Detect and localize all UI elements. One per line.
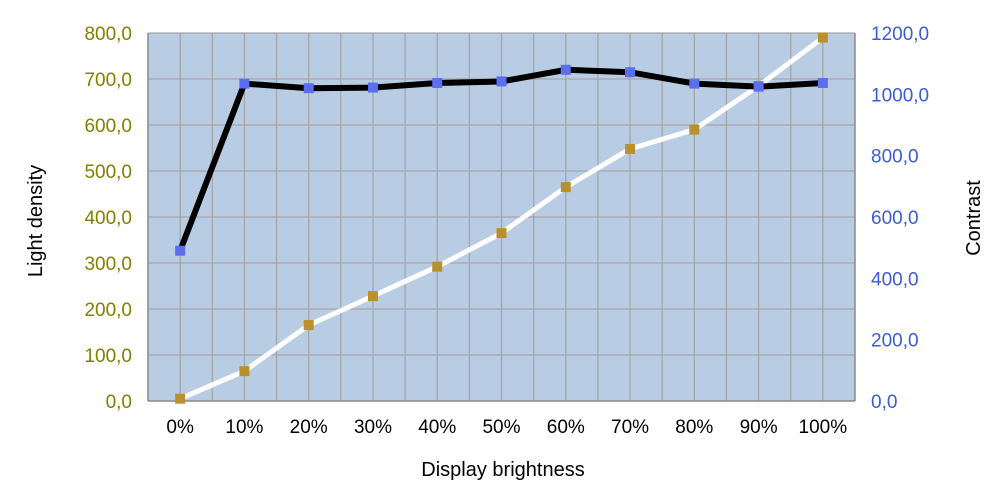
data-point-left-axis bbox=[560, 182, 571, 193]
left-tick-label: 0,0 bbox=[106, 392, 132, 413]
x-tick-label: 100% bbox=[799, 417, 848, 438]
x-tick-label: 90% bbox=[740, 417, 778, 438]
data-point-right-axis bbox=[496, 76, 507, 87]
data-point-left-axis bbox=[817, 32, 828, 43]
x-tick-label: 60% bbox=[547, 417, 585, 438]
right-tick-label: 400,0 bbox=[871, 269, 919, 290]
data-point-right-axis bbox=[367, 82, 378, 93]
left-tick-label: 400,0 bbox=[84, 208, 132, 229]
data-point-right-axis bbox=[689, 78, 700, 89]
grid-lines bbox=[147, 32, 856, 402]
data-point-right-axis bbox=[303, 83, 314, 94]
data-point-left-axis bbox=[496, 228, 507, 239]
x-tick-label: 20% bbox=[290, 417, 328, 438]
left-axis-title: Light density bbox=[25, 165, 47, 277]
left-tick-label: 100,0 bbox=[84, 346, 132, 367]
data-point-right-axis bbox=[817, 77, 828, 88]
left-tick-label: 200,0 bbox=[84, 300, 132, 321]
data-point-left-axis bbox=[432, 261, 443, 272]
x-tick-label: 50% bbox=[482, 417, 520, 438]
right-tick-label: 200,0 bbox=[871, 331, 919, 352]
data-point-right-axis bbox=[175, 245, 186, 256]
data-point-right-axis bbox=[239, 78, 250, 89]
left-tick-label: 500,0 bbox=[84, 162, 132, 183]
x-axis-title: Display brightness bbox=[421, 459, 584, 481]
x-tick-label: 80% bbox=[675, 417, 713, 438]
x-tick-label: 10% bbox=[225, 417, 263, 438]
left-tick-label: 700,0 bbox=[84, 70, 132, 91]
right-tick-label: 600,0 bbox=[871, 208, 919, 229]
left-tick-label: 600,0 bbox=[84, 116, 132, 137]
data-point-right-axis bbox=[625, 67, 636, 78]
right-tick-label: 0,0 bbox=[871, 392, 897, 413]
x-axis-ticks: 0% 10% 20% 30% 40% 50% 60% 70% 80% 90% 100% bbox=[166, 417, 847, 438]
right-axis-title: Contrast bbox=[963, 180, 985, 256]
series bbox=[175, 32, 828, 404]
x-tick-label: 30% bbox=[354, 417, 392, 438]
data-point-left-axis bbox=[303, 320, 314, 331]
x-tick-label: 70% bbox=[611, 417, 649, 438]
right-tick-label: 800,0 bbox=[871, 147, 919, 168]
data-point-right-axis bbox=[432, 77, 443, 88]
left-axis-ticks: 0,0 100,0 200,0 300,0 400,0 500,0 600,0 700,0 80… bbox=[84, 24, 132, 413]
data-point-left-axis bbox=[625, 143, 636, 154]
left-tick-label: 300,0 bbox=[84, 254, 132, 275]
right-tick-label: 1200,0 bbox=[871, 24, 929, 45]
x-tick-label: 0% bbox=[166, 417, 194, 438]
left-tick-label: 800,0 bbox=[84, 24, 132, 45]
data-point-left-axis bbox=[239, 366, 250, 377]
data-point-left-axis bbox=[175, 393, 186, 404]
data-point-left-axis bbox=[689, 124, 700, 135]
data-point-right-axis bbox=[753, 81, 764, 92]
right-axis-ticks: 0,0 200,0 400,0 600,0 800,0 1000,0 1200,0 bbox=[871, 24, 929, 413]
right-tick-label: 1000,0 bbox=[871, 85, 929, 106]
x-tick-label: 40% bbox=[418, 417, 456, 438]
data-point-right-axis bbox=[560, 64, 571, 75]
data-point-left-axis bbox=[367, 291, 378, 302]
